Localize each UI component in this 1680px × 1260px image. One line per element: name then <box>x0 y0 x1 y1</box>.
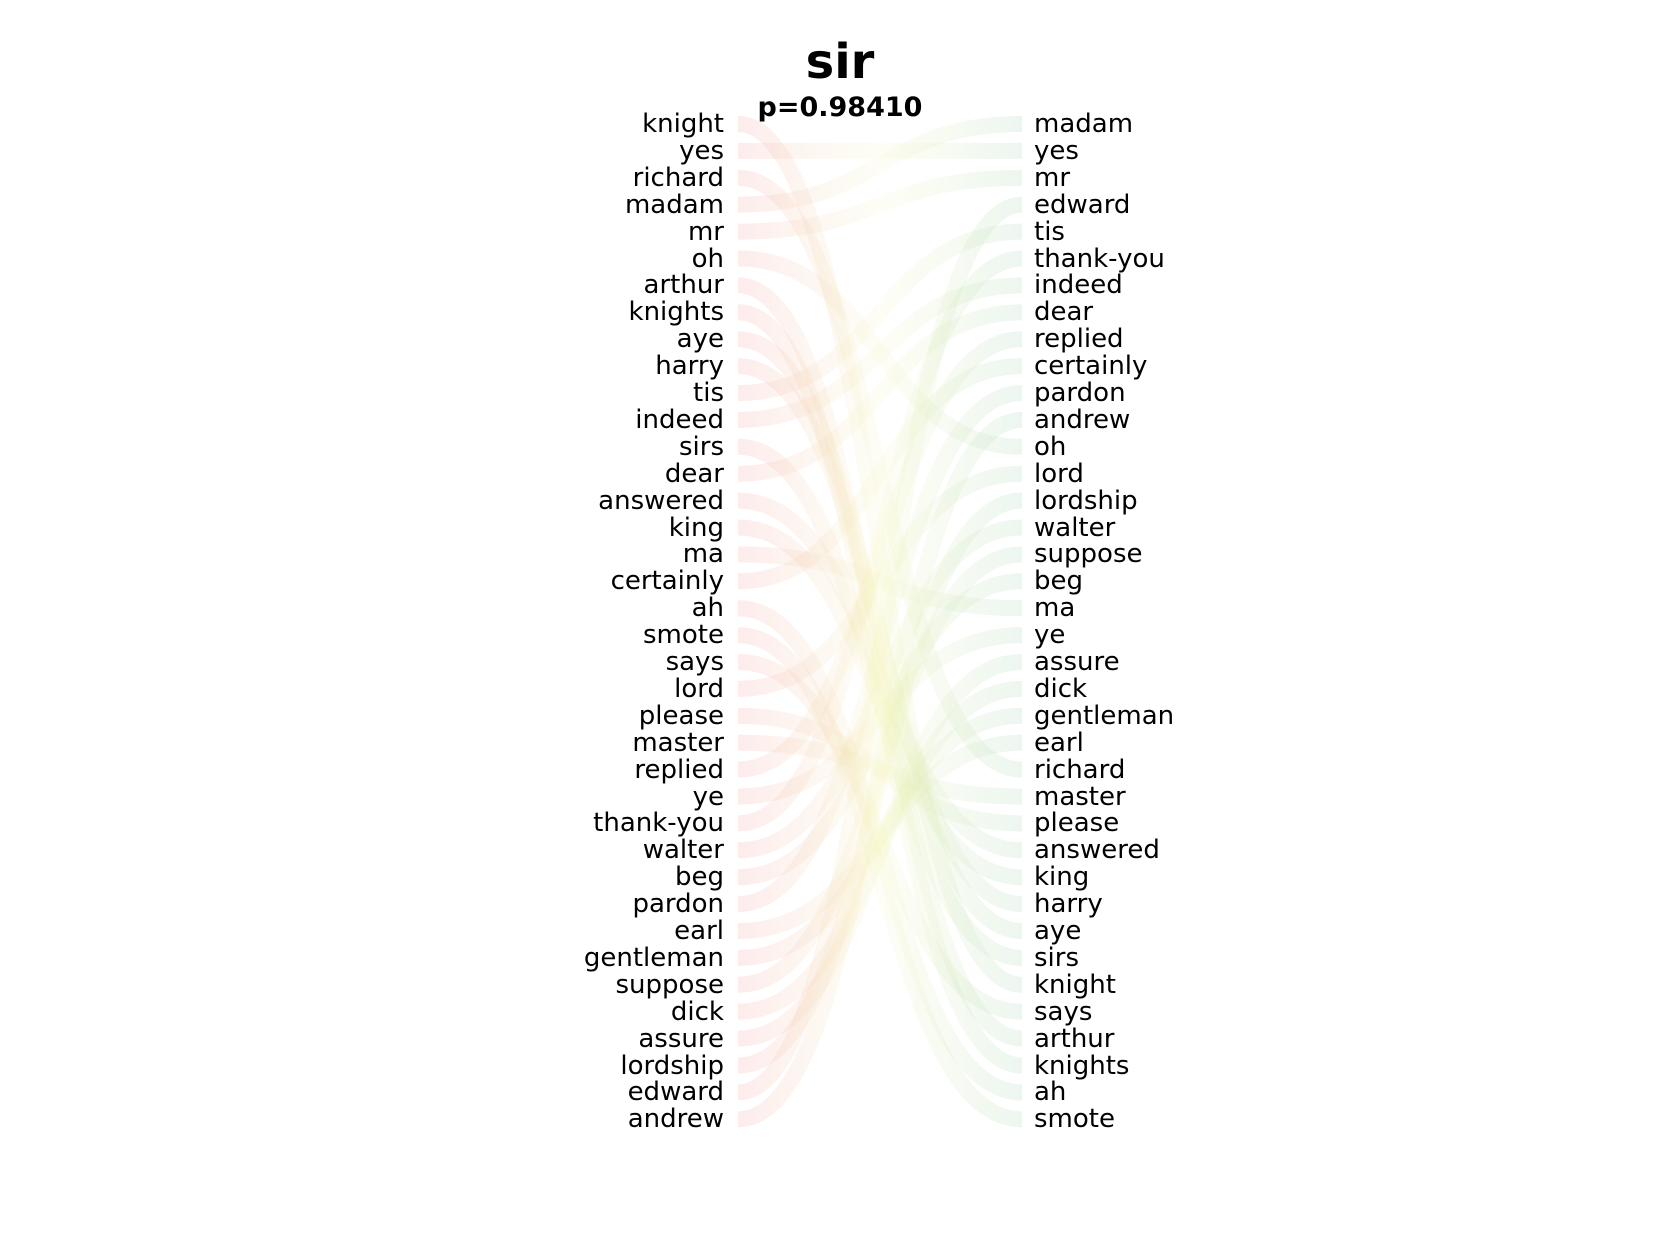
right-word-item: certainly <box>1034 351 1148 382</box>
left-word-item: ma <box>682 539 724 570</box>
right-word-item: indeed <box>1034 270 1123 301</box>
left-word-item: madam <box>624 189 724 220</box>
right-word-item: gentleman <box>1034 700 1175 731</box>
left-word-item: please <box>638 700 724 731</box>
rank-ribbon <box>737 573 1023 886</box>
right-word-item: beg <box>1034 566 1084 597</box>
right-word-item: smote <box>1034 1104 1115 1135</box>
right-word-item: suppose <box>1034 539 1143 570</box>
right-word-item: richard <box>1034 754 1126 785</box>
right-word-item: tis <box>1034 216 1065 247</box>
right-word-item: knights <box>1034 1050 1130 1081</box>
left-word-item: lordship <box>620 1050 724 1081</box>
right-word-item: please <box>1034 808 1120 839</box>
left-word-item: certainly <box>610 566 724 597</box>
left-word-item: earl <box>674 916 724 946</box>
right-word-item: pardon <box>1034 378 1126 408</box>
left-word-item: tis <box>693 378 724 408</box>
left-word-item: edward <box>627 1077 724 1108</box>
left-word-item: knights <box>628 297 724 328</box>
left-word-item: knight <box>642 109 724 139</box>
left-word-item: suppose <box>615 969 724 1000</box>
left-word-item: sirs <box>678 431 724 462</box>
right-word-item: mr <box>1034 162 1071 193</box>
right-word-item: edward <box>1034 189 1131 220</box>
left-word-item: answered <box>598 485 724 516</box>
right-word-item: earl <box>1034 727 1084 758</box>
left-word-item: pardon <box>632 889 724 920</box>
right-word-item: andrew <box>1034 404 1131 435</box>
left-word-item: smote <box>643 620 724 651</box>
rank-ribbon <box>736 196 1024 1101</box>
rank-ribbon <box>737 627 1023 1128</box>
right-word-item: thank-you <box>1034 243 1165 274</box>
right-word-item: king <box>1034 862 1090 893</box>
rank-ribbon <box>737 465 1023 697</box>
left-word-item: says <box>665 647 724 677</box>
right-word-item: harry <box>1034 889 1103 920</box>
left-word-item: yes <box>679 135 724 166</box>
rank-ribbon <box>737 169 1023 240</box>
right-word-item: yes <box>1034 135 1079 166</box>
right-word-item: lordship <box>1034 485 1138 516</box>
left-word-item: dick <box>670 996 724 1027</box>
right-word-item: master <box>1034 781 1126 812</box>
left-word-item: indeed <box>635 404 724 435</box>
left-word-item: arthur <box>643 270 724 301</box>
left-word-item: gentleman <box>583 942 724 973</box>
right-word-item: walter <box>1034 512 1116 543</box>
right-word-item: replied <box>1034 324 1124 355</box>
rank-ribbon <box>737 358 1023 590</box>
left-word-item: aye <box>676 324 724 355</box>
left-word-item: ye <box>692 781 724 812</box>
right-word-item: aye <box>1034 916 1082 946</box>
right-word-item: dear <box>1034 297 1094 328</box>
right-word-item: ah <box>1034 1077 1067 1108</box>
right-word-item: knight <box>1034 969 1116 1000</box>
left-word-item: dear <box>664 458 724 489</box>
left-word-item: mr <box>687 216 724 247</box>
left-word-item: harry <box>655 351 724 382</box>
right-word-item: oh <box>1034 431 1067 462</box>
right-word-item: madam <box>1034 109 1134 139</box>
left-word-item: thank-you <box>593 808 724 839</box>
left-word-item: walter <box>642 835 724 866</box>
left-word-item: king <box>668 512 724 543</box>
left-word-item: assure <box>638 1023 724 1054</box>
right-word-item: ye <box>1034 620 1066 651</box>
left-word-item: ah <box>691 593 724 624</box>
right-word-item: lord <box>1034 458 1084 489</box>
rank-ribbon <box>737 654 1023 1047</box>
left-word-item: replied <box>634 754 724 785</box>
rank-ribbon <box>737 250 1023 832</box>
rank-ribbon <box>737 116 1023 213</box>
right-word-item: arthur <box>1034 1023 1115 1054</box>
diagram-subtitle: p=0.98410 <box>757 92 923 123</box>
left-word-item: oh <box>691 243 724 274</box>
left-word-item: andrew <box>627 1104 724 1135</box>
rank-ribbon <box>737 304 1023 482</box>
right-word-item: dick <box>1034 673 1088 704</box>
left-word-item: beg <box>674 862 724 893</box>
left-word-item: richard <box>632 162 724 193</box>
left-word-item: master <box>632 727 724 758</box>
right-word-item: answered <box>1034 835 1160 866</box>
diagram-title: sir <box>805 34 875 90</box>
right-word-item: ma <box>1034 593 1076 624</box>
left-word-item: lord <box>674 673 724 704</box>
right-word-item: says <box>1034 996 1093 1027</box>
right-word-item: sirs <box>1034 942 1080 973</box>
right-word-item: assure <box>1034 647 1120 677</box>
rank-ribbon <box>737 411 1023 1128</box>
